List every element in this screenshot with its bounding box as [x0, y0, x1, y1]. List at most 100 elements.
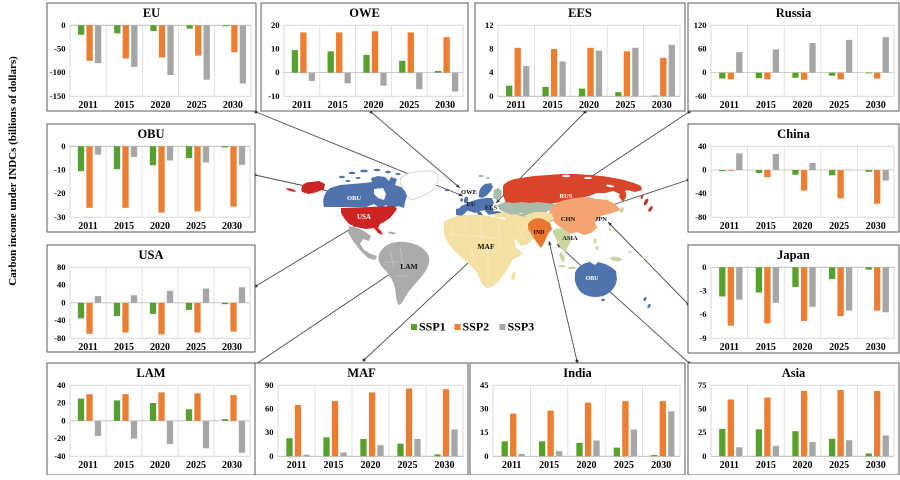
svg-text:-20: -20 [54, 433, 65, 443]
svg-text:Carbon income under INDCs (bil: Carbon income under INDCs (billions of d… [7, 56, 19, 286]
svg-text:2011: 2011 [78, 100, 97, 111]
svg-text:2020: 2020 [151, 100, 171, 111]
svg-text:2020: 2020 [793, 221, 813, 232]
svg-text:0: 0 [702, 67, 706, 77]
svg-text:2030: 2030 [222, 342, 242, 353]
svg-text:-9: -9 [699, 333, 706, 343]
svg-text:2011: 2011 [502, 460, 521, 471]
svg-text:EES: EES [568, 6, 592, 20]
svg-text:-60: -60 [695, 91, 706, 101]
svg-text:80: 80 [57, 262, 66, 272]
svg-text:2015: 2015 [114, 221, 134, 232]
svg-text:8: 8 [489, 44, 493, 54]
svg-text:IND: IND [533, 230, 545, 236]
svg-text:0: 0 [484, 451, 488, 461]
svg-text:2025: 2025 [614, 460, 634, 471]
svg-text:2025: 2025 [829, 460, 849, 471]
svg-text:OBU: OBU [585, 276, 599, 282]
svg-text:2025: 2025 [186, 342, 206, 353]
svg-text:0: 0 [61, 297, 65, 307]
svg-text:2025: 2025 [829, 342, 849, 353]
svg-text:India: India [563, 366, 592, 380]
svg-text:2020: 2020 [577, 460, 597, 471]
svg-text:2015: 2015 [114, 460, 134, 471]
svg-text:2030: 2030 [866, 342, 886, 353]
svg-text:40: 40 [698, 141, 707, 151]
svg-text:2015: 2015 [539, 460, 559, 471]
svg-text:2011: 2011 [78, 342, 97, 353]
svg-text:LAM: LAM [136, 366, 165, 380]
svg-text:2020: 2020 [361, 460, 381, 471]
svg-text:RUS: RUS [559, 193, 572, 200]
svg-text:2015: 2015 [324, 460, 344, 471]
svg-text:20: 20 [57, 398, 66, 408]
svg-text:-3: -3 [699, 286, 706, 296]
svg-text:2030: 2030 [223, 100, 243, 111]
svg-text:OWE: OWE [461, 189, 477, 196]
svg-text:2030: 2030 [866, 221, 886, 232]
svg-text:2015: 2015 [756, 460, 776, 471]
svg-text:2030: 2030 [435, 100, 455, 111]
svg-text:-40: -40 [54, 315, 65, 325]
svg-text:90: 90 [265, 380, 274, 390]
svg-text:12: 12 [485, 20, 494, 30]
svg-text:2030: 2030 [222, 460, 242, 471]
svg-text:2030: 2030 [435, 460, 455, 471]
svg-text:2020: 2020 [579, 100, 599, 111]
svg-text:75: 75 [698, 380, 707, 390]
svg-text:SSP1: SSP1 [419, 320, 446, 334]
svg-text:2025: 2025 [399, 100, 419, 111]
svg-text:2030: 2030 [651, 460, 671, 471]
svg-text:-6: -6 [699, 309, 706, 319]
svg-text:15: 15 [480, 427, 489, 437]
svg-text:-30: -30 [54, 212, 65, 222]
svg-text:0: 0 [61, 141, 65, 151]
svg-text:2011: 2011 [720, 342, 739, 353]
svg-text:JPN: JPN [595, 216, 607, 223]
svg-text:0: 0 [489, 91, 493, 101]
svg-text:2030: 2030 [652, 100, 672, 111]
svg-text:20: 20 [271, 20, 280, 30]
svg-text:-10: -10 [268, 91, 279, 101]
svg-text:0: 0 [275, 67, 279, 77]
svg-text:2020: 2020 [150, 221, 170, 232]
svg-text:2020: 2020 [364, 100, 384, 111]
svg-text:2025: 2025 [187, 100, 207, 111]
svg-text:SSP2: SSP2 [463, 320, 490, 334]
svg-text:OBU: OBU [137, 127, 164, 141]
svg-text:EU: EU [143, 6, 160, 20]
svg-text:2025: 2025 [615, 100, 635, 111]
svg-text:2020: 2020 [793, 100, 813, 111]
svg-text:2015: 2015 [756, 100, 776, 111]
svg-text:2011: 2011 [287, 460, 306, 471]
svg-text:-40: -40 [695, 188, 706, 198]
svg-text:2025: 2025 [186, 221, 206, 232]
svg-text:40: 40 [57, 380, 66, 390]
svg-text:-40: -40 [54, 451, 65, 461]
svg-text:USA: USA [138, 248, 163, 262]
svg-text:2030: 2030 [866, 100, 886, 111]
svg-text:0: 0 [269, 451, 273, 461]
svg-text:0: 0 [702, 262, 706, 272]
svg-text:50: 50 [698, 404, 707, 414]
svg-text:120: 120 [694, 20, 707, 30]
svg-text:30: 30 [480, 404, 489, 414]
svg-text:2025: 2025 [829, 221, 849, 232]
svg-text:0: 0 [61, 20, 65, 30]
svg-text:2015: 2015 [756, 342, 776, 353]
svg-text:2011: 2011 [720, 221, 739, 232]
svg-text:2030: 2030 [866, 460, 886, 471]
svg-text:2011: 2011 [720, 460, 739, 471]
svg-text:2011: 2011 [720, 100, 739, 111]
svg-text:0: 0 [61, 415, 65, 425]
svg-text:-20: -20 [54, 188, 65, 198]
svg-text:-80: -80 [54, 333, 65, 343]
svg-text:25: 25 [698, 427, 707, 437]
svg-text:USA: USA [357, 213, 371, 221]
svg-text:-80: -80 [695, 212, 706, 222]
svg-text:2025: 2025 [186, 460, 206, 471]
svg-text:2020: 2020 [793, 342, 813, 353]
svg-text:MAF: MAF [477, 242, 494, 251]
svg-text:Japan: Japan [777, 248, 810, 262]
svg-text:10: 10 [271, 44, 280, 54]
